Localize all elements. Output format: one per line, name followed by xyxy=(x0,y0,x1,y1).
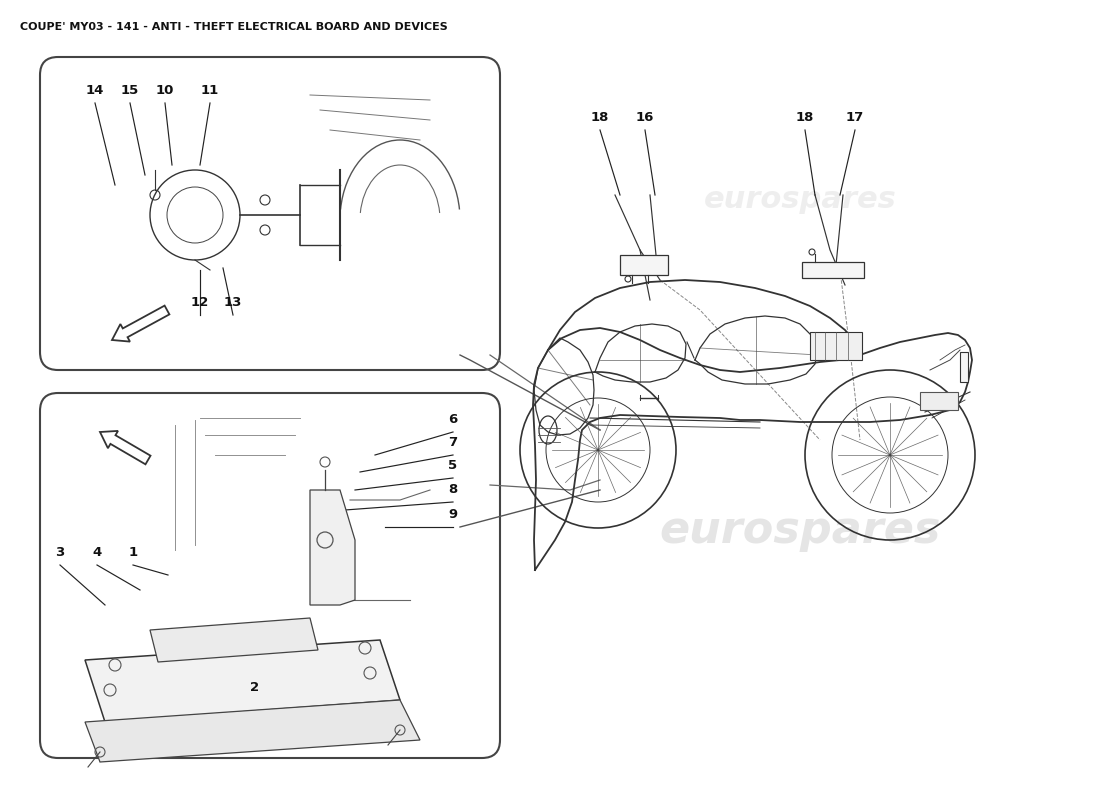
Polygon shape xyxy=(310,490,355,605)
Text: 11: 11 xyxy=(201,84,219,97)
Text: 18: 18 xyxy=(591,111,609,124)
Text: 18: 18 xyxy=(795,111,814,124)
Text: 12: 12 xyxy=(191,296,209,309)
Bar xyxy=(620,255,668,275)
Text: eurospares: eurospares xyxy=(156,558,384,592)
Text: 13: 13 xyxy=(223,296,242,309)
Polygon shape xyxy=(85,700,420,762)
Bar xyxy=(920,392,958,410)
Polygon shape xyxy=(85,640,400,722)
Text: 17: 17 xyxy=(846,111,865,124)
Text: 6: 6 xyxy=(449,413,458,426)
Text: 8: 8 xyxy=(449,483,458,496)
Text: 3: 3 xyxy=(55,546,65,559)
Text: 1: 1 xyxy=(129,546,138,559)
Text: 2: 2 xyxy=(251,681,260,694)
Text: 14: 14 xyxy=(86,84,104,97)
Text: eurospares: eurospares xyxy=(156,188,384,222)
Polygon shape xyxy=(150,618,318,662)
Text: 15: 15 xyxy=(121,84,139,97)
Text: COUPE' MY03 - 141 - ANTI - THEFT ELECTRICAL BOARD AND DEVICES: COUPE' MY03 - 141 - ANTI - THEFT ELECTRI… xyxy=(20,22,448,31)
Polygon shape xyxy=(112,306,169,342)
Text: 4: 4 xyxy=(92,546,101,559)
Text: eurospares: eurospares xyxy=(659,509,940,551)
Bar xyxy=(960,352,968,382)
Bar xyxy=(802,262,864,278)
Text: 5: 5 xyxy=(449,459,458,472)
Text: eurospares: eurospares xyxy=(704,186,896,214)
Bar xyxy=(810,332,862,360)
Text: 10: 10 xyxy=(156,84,174,97)
Text: 9: 9 xyxy=(449,508,458,521)
Polygon shape xyxy=(100,431,151,464)
FancyBboxPatch shape xyxy=(40,57,500,370)
FancyBboxPatch shape xyxy=(40,393,500,758)
Text: 16: 16 xyxy=(636,111,654,124)
Text: 7: 7 xyxy=(449,436,458,449)
